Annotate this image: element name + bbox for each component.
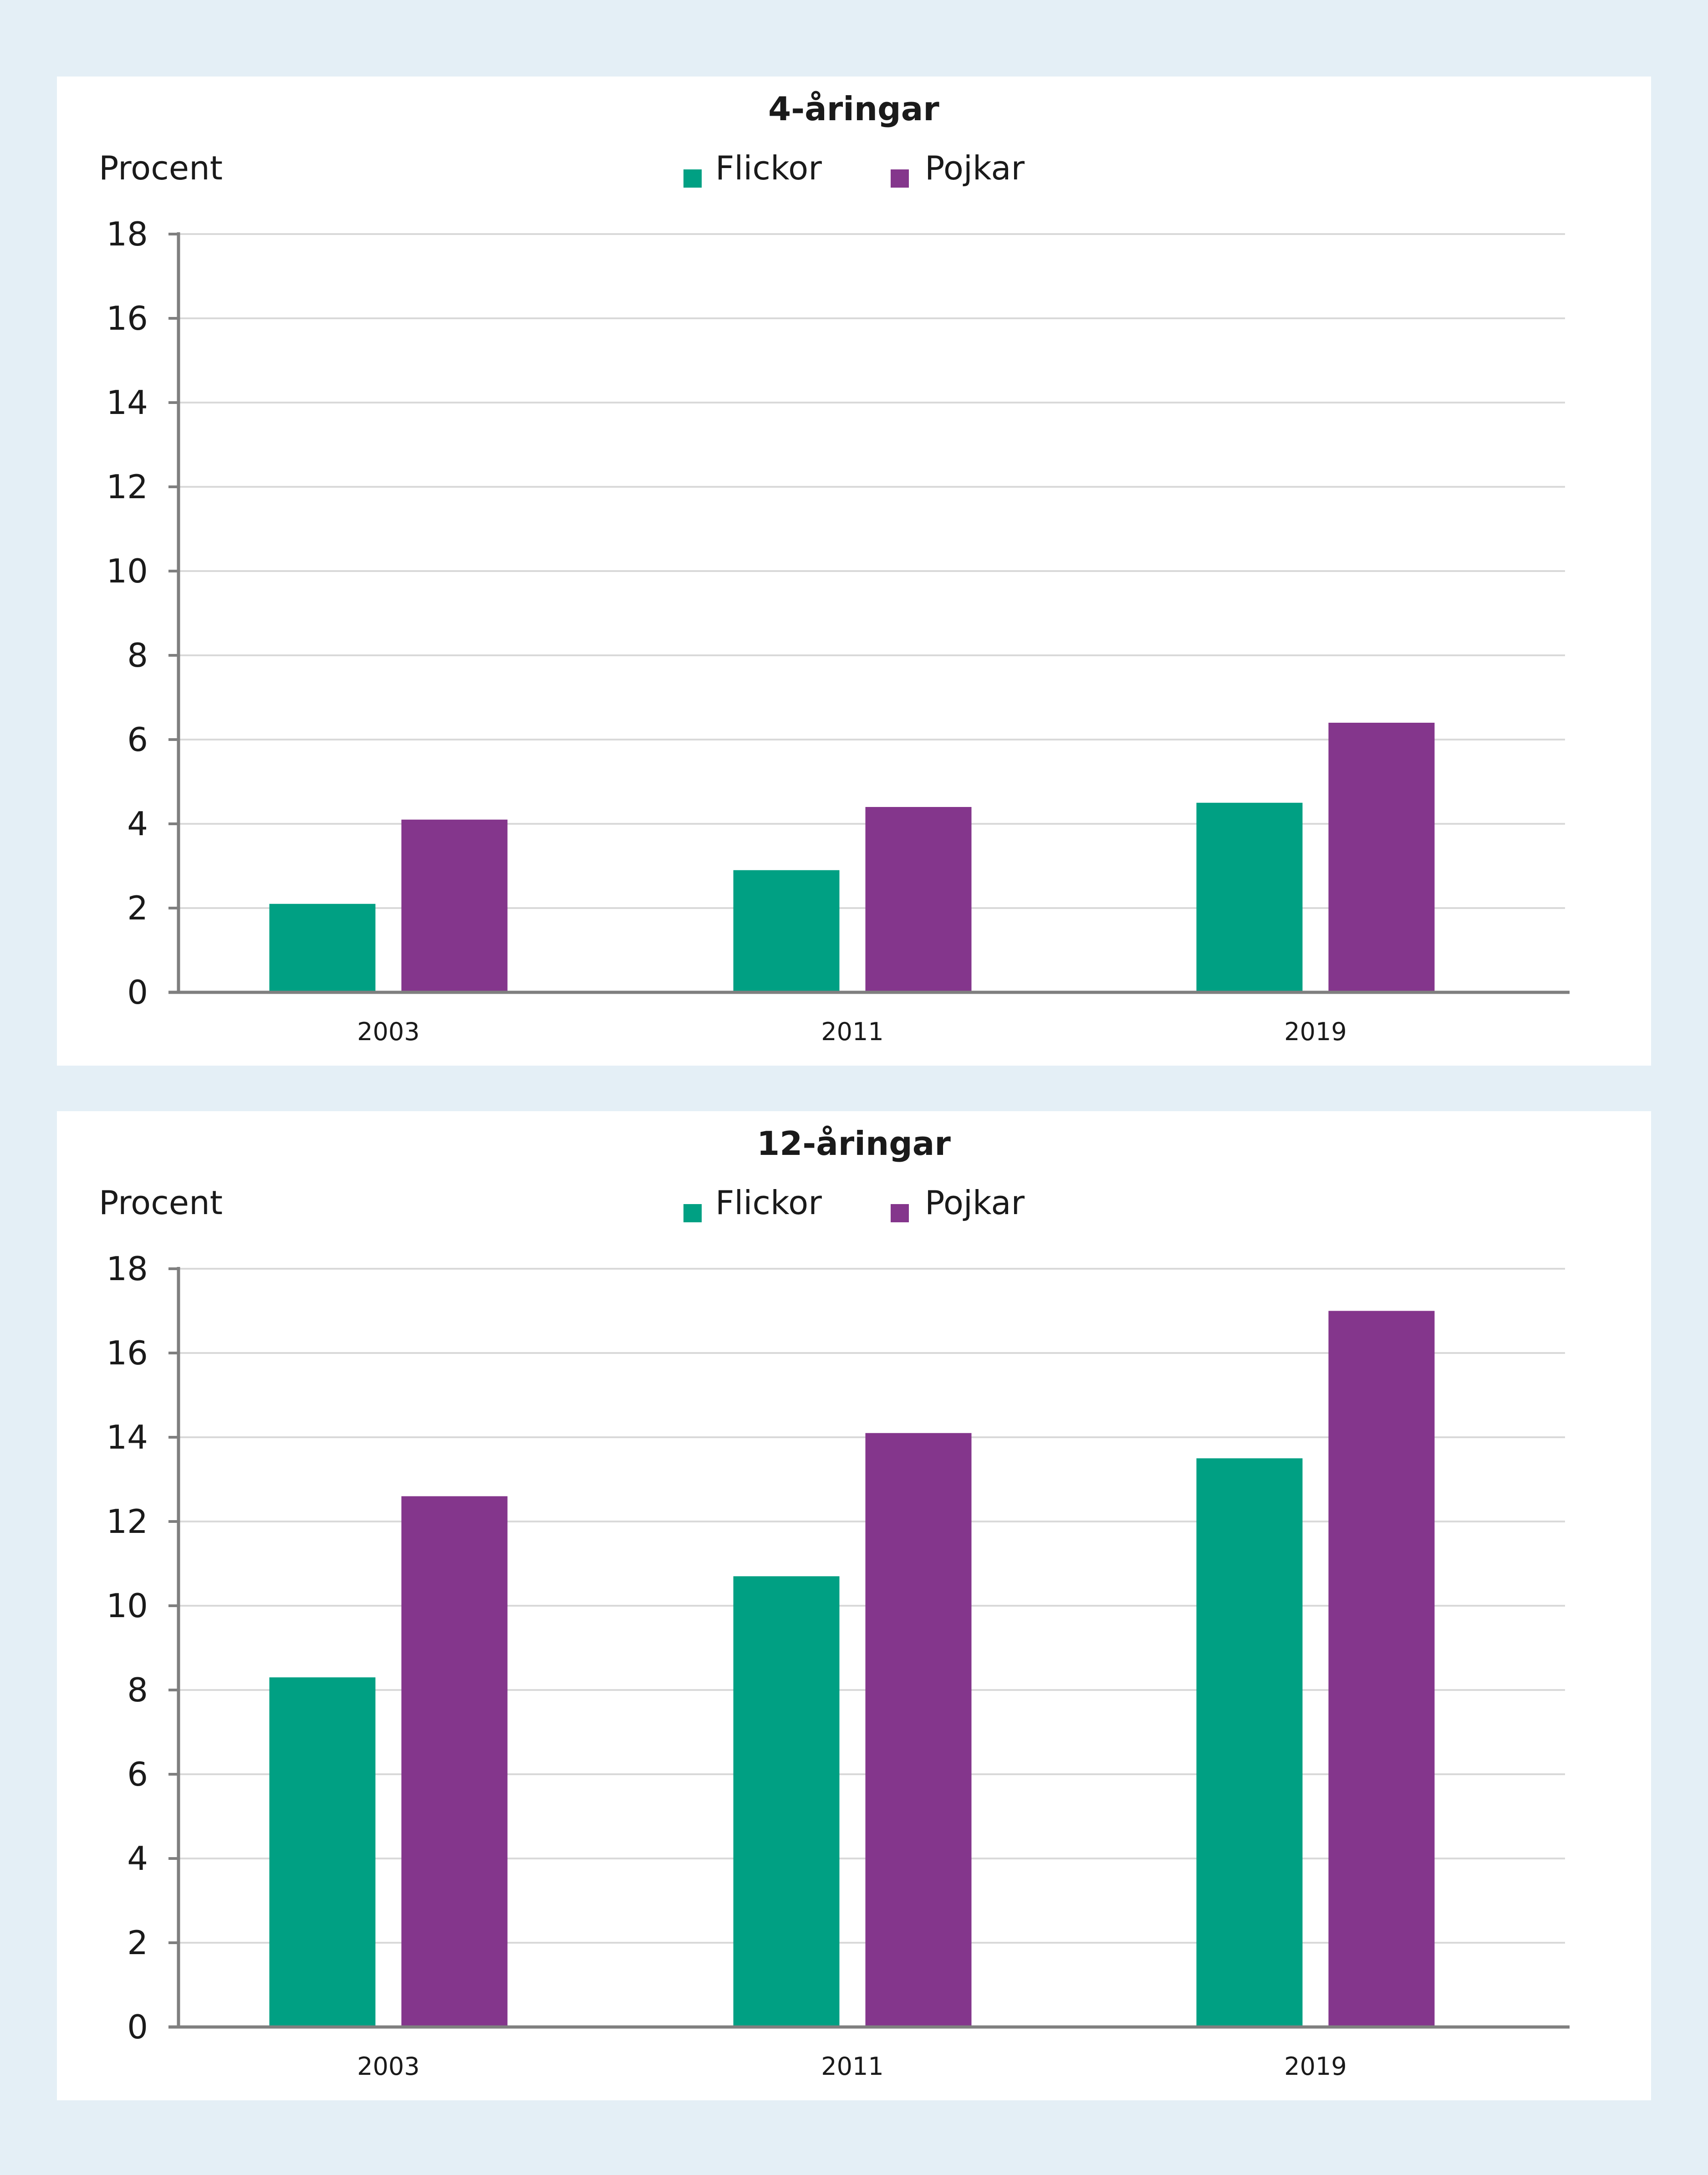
legend-swatch-flickor (683, 169, 702, 188)
y-tick-label: 4 (127, 805, 148, 843)
bar-flickor-2003 (269, 904, 376, 992)
y-tick-label: 2 (127, 1924, 148, 1962)
legend-label-pojkar: Pojkar (925, 1184, 1025, 1222)
y-axis-label: Procent (99, 149, 223, 187)
bar-pojkar-2011 (865, 807, 972, 992)
chart-panel-4-aringar: 4-åringar Procent Flickor Pojkar 0 2 4 6 8 10… (57, 77, 1651, 1066)
y-axis-label: Procent (99, 1184, 223, 1222)
y-tick-label: 18 (106, 1250, 148, 1288)
x-tick-label: 2019 (1284, 1017, 1346, 1046)
chart-panel-12-aringar: 12-åringar Procent Flickor Pojkar 0 2 4 6 8 1… (57, 1111, 1651, 2100)
chart-svg: 4-åringar Procent Flickor Pojkar 0 2 4 6 8 10… (99, 90, 1570, 1046)
y-tick-label: 2 (127, 889, 148, 927)
legend: Flickor Pojkar (683, 149, 1025, 188)
y-tick-label: 6 (127, 1755, 148, 1793)
y-tick-label: 14 (106, 383, 148, 422)
x-tick-label: 2011 (821, 1017, 883, 1046)
y-tick-label: 12 (106, 1502, 148, 1541)
legend-label-flickor: Flickor (715, 1184, 822, 1222)
legend-swatch-pojkar (891, 169, 909, 188)
y-tick-label: 10 (106, 552, 148, 590)
y-tick-label: 14 (106, 1418, 148, 1456)
bar-pojkar-2019 (1328, 723, 1435, 992)
x-tick-label: 2019 (1284, 2052, 1346, 2081)
y-tick-label: 8 (127, 1671, 148, 1709)
y-tick-label: 4 (127, 1839, 148, 1878)
bar-flickor-2011 (733, 1576, 840, 2027)
legend-swatch-flickor (683, 1204, 702, 1222)
x-tick-label: 2003 (357, 1017, 419, 1046)
y-tick-label: 12 (106, 468, 148, 506)
legend-swatch-pojkar (891, 1204, 909, 1222)
chart-title: 12-åringar (757, 1124, 951, 1163)
legend-label-pojkar: Pojkar (925, 149, 1025, 187)
bar-flickor-2003 (269, 1677, 376, 2027)
x-tick-label: 2003 (357, 2052, 419, 2081)
y-tick-label: 8 (127, 636, 148, 674)
y-tick-label: 18 (106, 215, 148, 253)
plot-area: 0 2 4 6 8 10 12 14 16 18 2003 2011 2019 (106, 215, 1570, 1046)
x-tick-label: 2011 (821, 2052, 883, 2081)
bar-pojkar-2019 (1328, 1311, 1435, 2027)
bar-flickor-2019 (1196, 802, 1303, 992)
plot-area: 0 2 4 6 8 10 12 14 16 18 2003 2011 2019 (106, 1250, 1570, 2081)
legend-label-flickor: Flickor (715, 149, 822, 187)
y-tick-label: 6 (127, 720, 148, 759)
bar-pojkar-2011 (865, 1433, 972, 2027)
bar-pojkar-2003 (401, 819, 508, 992)
chart-title: 4-åringar (768, 90, 939, 128)
chart-svg: 12-åringar Procent Flickor Pojkar 0 2 4 6 8 1… (99, 1124, 1570, 2081)
y-tick-label: 10 (106, 1587, 148, 1625)
bar-flickor-2019 (1196, 1458, 1303, 2027)
y-tick-label: 0 (127, 973, 148, 1011)
y-tick-label: 16 (106, 1334, 148, 1372)
y-tick-label: 16 (106, 299, 148, 337)
legend: Flickor Pojkar (683, 1184, 1025, 1222)
y-tick-label: 0 (127, 2008, 148, 2046)
bar-flickor-2011 (733, 870, 840, 992)
bar-pojkar-2003 (401, 1496, 508, 2027)
